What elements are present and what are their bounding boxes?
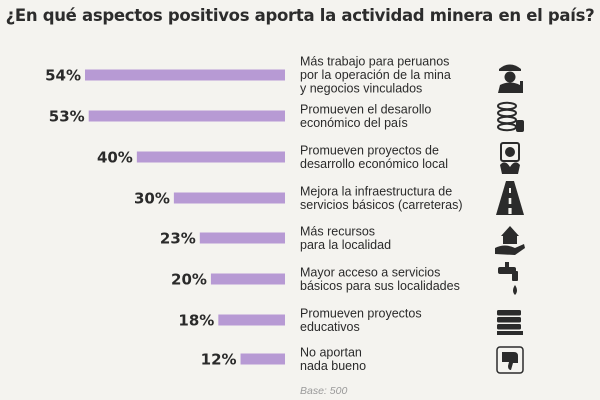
thumbs-down-icon — [496, 346, 524, 374]
bar-1 — [85, 69, 285, 81]
faucet-icon — [498, 262, 518, 295]
value-label-2: 53% — [49, 108, 85, 126]
value-label-3: 40% — [97, 149, 133, 167]
category-label-3: Promueven proyectos de desarrollo económi… — [300, 143, 448, 171]
books-icon — [497, 310, 523, 335]
house-hand-icon — [495, 226, 525, 255]
category-label-2: Promueven el desarollo económico del país — [300, 102, 431, 130]
category-label-4: Mejora la infraestructura de servicios bá… — [300, 184, 463, 212]
value-label-8: 12% — [201, 351, 237, 369]
value-label-7: 18% — [178, 312, 214, 330]
category-label-5: Más recursos para la localidad — [300, 224, 391, 252]
bar-2 — [88, 110, 285, 122]
coins-icon — [497, 101, 524, 132]
bar-8 — [240, 353, 285, 365]
bar-6 — [210, 273, 285, 285]
bar-3 — [136, 151, 285, 163]
category-label-7: Promueven proyectos educativos — [300, 306, 422, 334]
value-label-4: 30% — [134, 190, 170, 208]
category-label-8: No aportan nada bueno — [300, 345, 366, 373]
value-label-1: 54% — [45, 67, 81, 85]
category-label-1: Más trabajo para peruanos por la operació… — [300, 55, 451, 96]
value-label-6: 20% — [171, 271, 207, 289]
value-label-5: 23% — [160, 230, 196, 248]
category-label-6: Mayor acceso a servicios básicos para sus… — [300, 265, 460, 293]
bar-7 — [218, 314, 285, 326]
chart-title: ¿En qué aspectos positivos aporta la act… — [5, 6, 595, 25]
plant-money-icon — [500, 142, 520, 174]
bar-4 — [173, 192, 285, 204]
base-note: Base: 500 — [300, 385, 348, 397]
worker-icon — [498, 64, 523, 93]
road-icon — [496, 181, 524, 215]
bar-5 — [199, 232, 285, 244]
